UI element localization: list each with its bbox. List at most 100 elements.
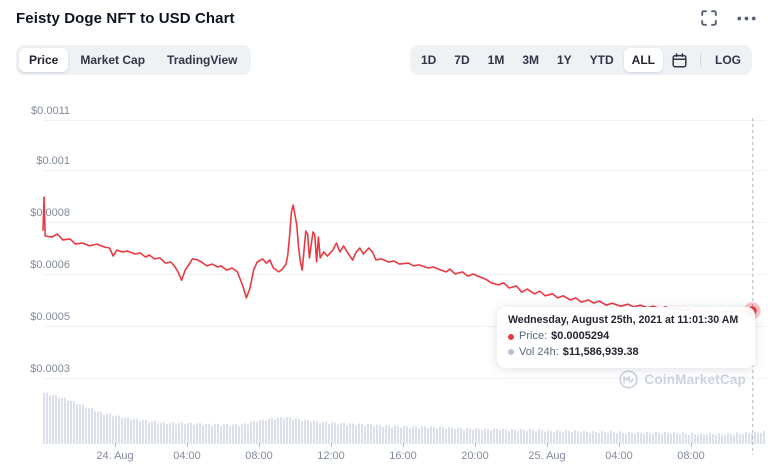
volume-bar xyxy=(337,424,339,443)
volume-bar xyxy=(145,419,147,443)
volume-bar xyxy=(106,413,108,443)
volume-bar xyxy=(151,421,153,443)
volume-bar xyxy=(451,427,453,443)
volume-bar xyxy=(313,420,315,443)
volume-bar xyxy=(514,429,516,443)
range-3m[interactable]: 3M xyxy=(514,48,547,72)
volume-bar xyxy=(556,430,558,443)
volume-bar xyxy=(694,434,696,443)
volume-bar xyxy=(481,430,483,443)
volume-bar xyxy=(385,425,387,443)
x-axis-label: 08:00 xyxy=(245,450,273,462)
volume-bar xyxy=(574,430,576,443)
volume-bar xyxy=(298,418,300,443)
y-axis-label: $0.0006 xyxy=(30,259,70,271)
fullscreen-expand-icon[interactable] xyxy=(699,8,719,28)
volume-bar xyxy=(634,434,636,443)
tab-market-cap[interactable]: Market Cap xyxy=(70,48,155,72)
volume-bar xyxy=(640,433,642,443)
volume-bullet-icon xyxy=(508,349,514,356)
volume-bar xyxy=(664,431,666,443)
tab-tradingview[interactable]: TradingView xyxy=(157,48,247,72)
volume-bar xyxy=(511,429,513,443)
volume-bar xyxy=(265,420,267,443)
volume-bar xyxy=(628,431,630,443)
volume-bar xyxy=(553,432,555,443)
volume-bar xyxy=(733,434,735,443)
volume-bar xyxy=(463,429,465,443)
volume-bar xyxy=(427,428,429,443)
chart-type-tabs: Price Market Cap TradingView xyxy=(16,45,251,75)
range-1d[interactable]: 1D xyxy=(413,48,444,72)
log-scale-toggle[interactable]: LOG xyxy=(707,48,749,72)
volume-bar xyxy=(583,430,585,443)
volume-bar xyxy=(268,418,270,443)
volume-bar xyxy=(577,431,579,443)
range-7d[interactable]: 7D xyxy=(446,48,477,72)
volume-bar xyxy=(745,432,747,443)
volume-bar xyxy=(433,426,435,443)
coinmarketcap-logo-icon xyxy=(619,370,639,389)
page-title: Feisty Doge NFT to USD Chart xyxy=(16,9,235,27)
volume-bar xyxy=(697,434,699,443)
volume-bar xyxy=(727,432,729,443)
volume-bar xyxy=(358,423,360,443)
volume-bar xyxy=(202,425,204,443)
x-axis-label: 04:00 xyxy=(605,450,633,462)
volume-bar xyxy=(493,428,495,443)
volume-bar xyxy=(436,428,438,443)
volume-bar xyxy=(73,401,75,443)
range-ytd[interactable]: YTD xyxy=(582,48,622,72)
divider xyxy=(700,53,701,67)
volume-bar xyxy=(223,424,225,443)
volume-bar xyxy=(565,430,567,443)
volume-bar xyxy=(331,422,333,443)
volume-bar xyxy=(253,420,255,443)
range-all[interactable]: ALL xyxy=(623,48,663,72)
volume-bar xyxy=(361,423,363,443)
volume-bar xyxy=(466,427,468,443)
volume-bar xyxy=(499,430,501,443)
calendar-icon[interactable] xyxy=(665,50,694,71)
volume-bar xyxy=(637,431,639,443)
volume-bar xyxy=(259,420,261,443)
x-axis-label: 25. Aug xyxy=(528,450,565,462)
tooltip-volume-row: Vol 24h: $11,586,939.38 xyxy=(508,345,744,361)
tab-price[interactable]: Price xyxy=(19,48,69,72)
volume-bar xyxy=(688,434,690,443)
volume-bar xyxy=(127,417,129,443)
volume-bar xyxy=(88,407,90,443)
range-1m[interactable]: 1M xyxy=(480,48,513,72)
volume-bar xyxy=(373,426,375,443)
volume-bar xyxy=(580,432,582,443)
volume-bar xyxy=(178,422,180,443)
volume-bar xyxy=(79,404,81,443)
volume-bar xyxy=(685,433,687,443)
volume-bar xyxy=(76,404,78,443)
volume-bar xyxy=(382,426,384,443)
volume-bar xyxy=(280,416,282,443)
ellipsis-menu-icon[interactable] xyxy=(735,14,758,23)
volume-bar xyxy=(643,433,645,443)
volume-bar xyxy=(289,417,291,443)
volume-bar xyxy=(406,426,408,443)
volume-bar xyxy=(706,434,708,443)
volume-bar xyxy=(469,428,471,443)
volume-bar xyxy=(163,422,165,443)
watermark-label: CoinMarketCap xyxy=(644,372,746,387)
volume-bar xyxy=(658,433,660,443)
volume-bar xyxy=(538,429,540,443)
volume-bar xyxy=(325,421,327,443)
volume-bar xyxy=(43,393,45,443)
volume-bar xyxy=(367,424,369,443)
volume-bar xyxy=(55,394,57,443)
range-1y[interactable]: 1Y xyxy=(549,48,580,72)
header-actions xyxy=(699,8,758,28)
volume-bar xyxy=(379,424,381,443)
y-axis-label: $0.001 xyxy=(36,155,70,167)
volume-bar xyxy=(604,432,606,443)
volume-bar xyxy=(226,424,228,443)
